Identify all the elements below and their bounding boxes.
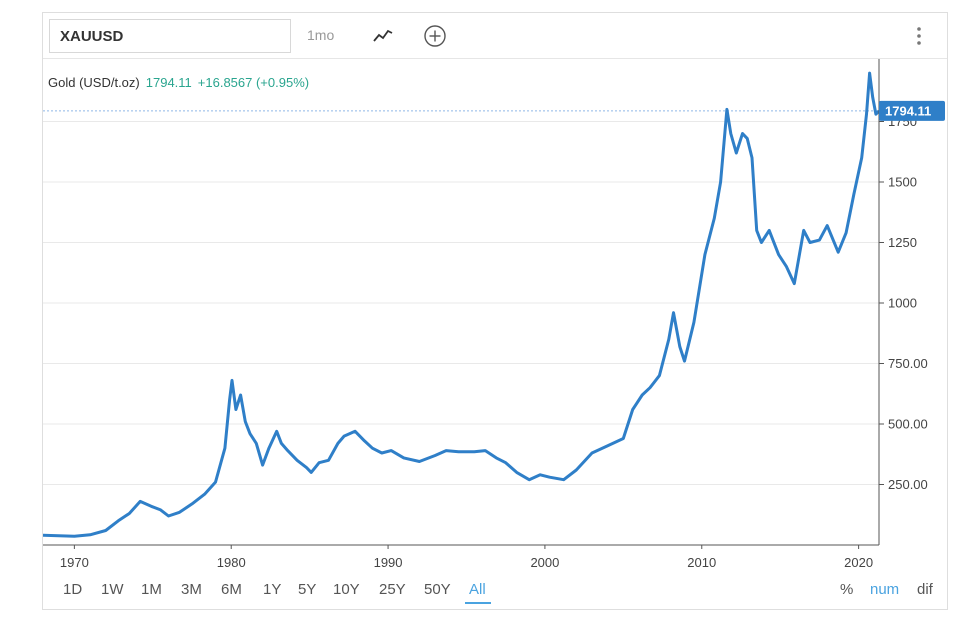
- x-tick-label: 1990: [374, 555, 403, 570]
- x-tick-label: 2010: [687, 555, 716, 570]
- range-5y[interactable]: 5Y: [298, 581, 317, 598]
- mode-dif[interactable]: dif: [917, 581, 933, 598]
- range-1m[interactable]: 1M: [141, 581, 162, 598]
- y-tick-label: 500.00: [888, 417, 928, 432]
- range-50y[interactable]: 50Y: [424, 581, 451, 598]
- range-1y[interactable]: 1Y: [263, 581, 282, 598]
- y-tick-label: 750.00: [888, 356, 928, 371]
- symbol-search-box[interactable]: [49, 19, 291, 53]
- range-1d[interactable]: 1D: [63, 581, 83, 598]
- y-tick-label: 250.00: [888, 477, 928, 492]
- range-all[interactable]: All: [465, 581, 491, 604]
- range-25y[interactable]: 25Y: [379, 581, 406, 598]
- last-price: 1794.11: [145, 75, 192, 90]
- line-chart-icon[interactable]: [369, 22, 397, 50]
- y-tick-label: 1500: [888, 175, 917, 190]
- price-change: +16.8567 (+0.95%): [197, 75, 310, 90]
- active-range-underline: [465, 602, 491, 604]
- series-line-gold: [43, 71, 881, 538]
- y-tick-label: 1250: [888, 235, 917, 250]
- range-6m[interactable]: 6M: [221, 581, 242, 598]
- x-tick-label: 2000: [530, 555, 559, 570]
- instrument-name: Gold (USD/t.oz): [48, 75, 140, 90]
- quote-header: Gold (USD/t.oz) 1794.11 +16.8567 (+0.95%): [48, 75, 309, 90]
- range-10y[interactable]: 10Y: [333, 581, 360, 598]
- symbol-input[interactable]: [50, 20, 290, 52]
- last-price-tag-label: 1794.11: [885, 103, 931, 118]
- range-1w[interactable]: 1W: [101, 581, 124, 598]
- last-price-tag: 1794.11: [879, 100, 945, 121]
- more-vertical-icon[interactable]: [905, 22, 933, 50]
- period-selector[interactable]: 1mo: [307, 27, 335, 43]
- x-tick-label: 1980: [217, 555, 246, 570]
- y-tick-label: 1000: [888, 296, 917, 311]
- toolbar: 1mo: [43, 13, 947, 59]
- mode-percent[interactable]: %: [840, 581, 854, 598]
- plus-circle-icon[interactable]: [421, 22, 449, 50]
- x-tick-label: 1970: [60, 555, 89, 570]
- range-3m[interactable]: 3M: [181, 581, 202, 598]
- x-tick-label: 2020: [844, 555, 873, 570]
- mode-num[interactable]: num: [870, 581, 900, 598]
- range-all-label: All: [469, 581, 486, 598]
